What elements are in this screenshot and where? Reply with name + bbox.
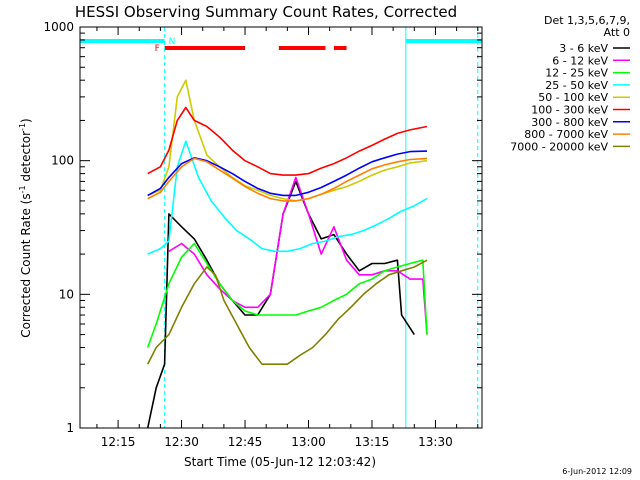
x-tick-label: 13:15 bbox=[355, 435, 390, 449]
legend-label: 300 - 800 keV bbox=[531, 116, 608, 129]
series-line bbox=[147, 150, 428, 197]
series-line bbox=[147, 157, 428, 202]
series-line bbox=[147, 79, 428, 202]
series-line bbox=[146, 242, 428, 348]
x-tick-label: 13:30 bbox=[418, 435, 453, 449]
y-axis: 1 10 100 1000 bbox=[43, 20, 482, 435]
series-line bbox=[147, 140, 428, 255]
y-axis-title: Corrected Count Rate (s-1 detector-1) bbox=[18, 118, 33, 337]
series-line bbox=[147, 106, 428, 176]
x-axis: 12:15 12:30 12:45 13:00 13:15 13:30 bbox=[96, 27, 479, 449]
legend-label: 100 - 300 keV bbox=[531, 104, 608, 117]
y-tick-label: 1000 bbox=[43, 20, 74, 34]
legend-label: 25 - 50 keV bbox=[545, 79, 608, 92]
legend-label: 7000 - 20000 keV bbox=[510, 140, 608, 153]
series-line bbox=[168, 176, 428, 335]
y-axis-title-part: ) bbox=[19, 118, 33, 123]
chart-title: HESSI Observing Summary Count Rates, Cor… bbox=[75, 3, 457, 21]
legend-label: 12 - 25 keV bbox=[545, 67, 608, 80]
legend-header-detectors: Det 1,3,5,6,7,9, bbox=[544, 14, 630, 27]
series-lines bbox=[146, 79, 428, 429]
y-tick-label: 100 bbox=[51, 154, 74, 168]
series-line bbox=[146, 180, 415, 429]
night-flag-label: N bbox=[169, 37, 176, 47]
y-tick-label: 1 bbox=[66, 421, 74, 435]
x-tick-label: 13:00 bbox=[291, 435, 326, 449]
legend-label: 6 - 12 keV bbox=[552, 54, 608, 67]
flare-flag-label: F bbox=[155, 44, 160, 54]
plot-frame bbox=[79, 26, 483, 429]
x-tick-label: 12:30 bbox=[164, 435, 199, 449]
series-line bbox=[146, 259, 428, 366]
y-axis-title-part: detector bbox=[19, 131, 33, 186]
legend-label: 800 - 7000 keV bbox=[524, 128, 608, 141]
legend-label: 50 - 100 keV bbox=[538, 91, 608, 104]
legend-header-attenuator: Att 0 bbox=[604, 26, 630, 39]
y-axis-title-sup: -1 bbox=[18, 123, 27, 131]
x-tick-label: 12:15 bbox=[101, 435, 136, 449]
x-tick-label: 12:45 bbox=[228, 435, 263, 449]
legend-label: 3 - 6 keV bbox=[559, 42, 608, 55]
y-axis-title-part: Corrected Count Rate (s bbox=[19, 193, 33, 337]
y-axis-title-sup: -1 bbox=[18, 185, 27, 193]
flag-bars: NF bbox=[80, 27, 482, 428]
y-tick-label: 10 bbox=[59, 287, 74, 301]
x-axis-title: Start Time (05-Jun-12 12:03:42) bbox=[184, 455, 376, 469]
timestamp: 6-Jun-2012 12:09 bbox=[562, 467, 632, 476]
